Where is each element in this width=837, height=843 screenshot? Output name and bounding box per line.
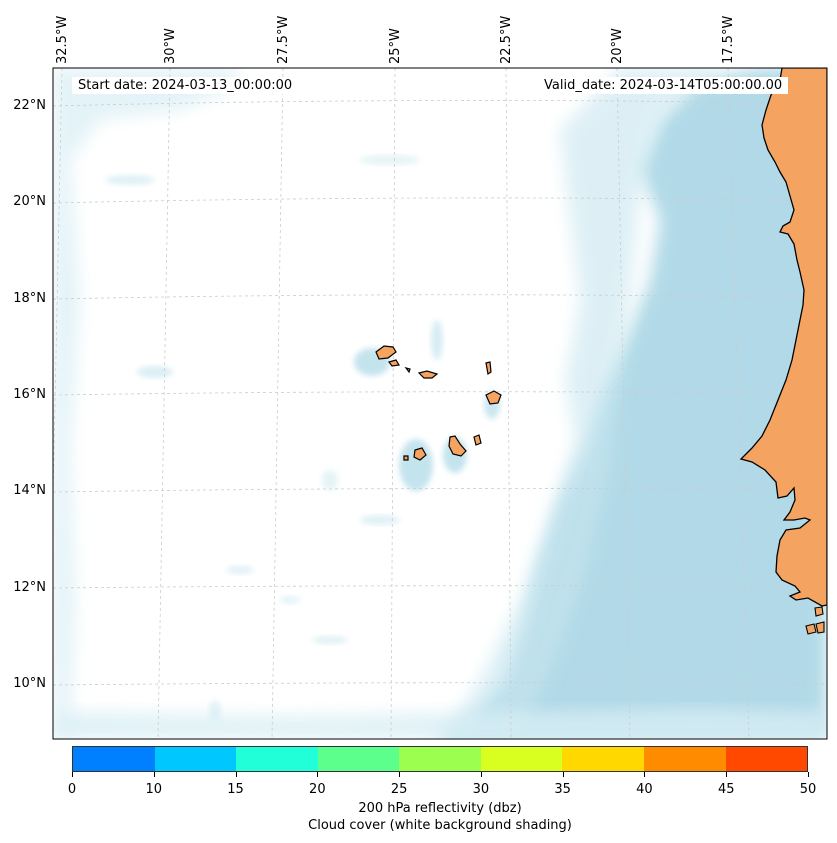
colorbar-tick-label: 15 [227, 782, 244, 797]
island-sao-vicente [387, 359, 400, 367]
island-boa-vista [485, 390, 502, 405]
colorbar-tick-mark [235, 772, 237, 777]
colorbar-tick-mark [726, 772, 728, 777]
colorbar-segment [236, 747, 318, 771]
gridlines [53, 68, 827, 739]
colorbar [72, 746, 808, 772]
colorbar-tick-label: 0 [67, 782, 77, 797]
island-santiago [448, 435, 467, 457]
colorbar-segment [73, 747, 155, 771]
cape-verde-islands [375, 345, 502, 461]
colorbar-tick-mark [317, 772, 319, 777]
lat-label-20n: 20°N [13, 194, 46, 209]
lon-label-25w: 25°W [388, 28, 403, 64]
africa-landmass [739, 68, 827, 607]
colorbar-tick-mark [399, 772, 401, 777]
colorbar-tick-mark [808, 772, 809, 777]
colorbar-tick-label: 45 [717, 782, 735, 797]
colorbar-tick-mark [480, 772, 482, 777]
colorbar-tick-mark [562, 772, 564, 777]
colorbar-label-reflectivity: 200 hPa reflectivity (dbz) [358, 801, 522, 816]
colorbar-tick-label: 30 [472, 782, 490, 797]
lat-label-18n: 18°N [13, 291, 46, 306]
colorbar-segment [480, 747, 563, 771]
island-santo-antao [375, 345, 397, 360]
island-bijagos-2 [805, 623, 817, 635]
colorbar-segment [562, 747, 644, 771]
colorbar-tick-label: 35 [554, 782, 571, 797]
map-frame [52, 67, 828, 740]
island-bijagos-3 [815, 621, 825, 634]
colorbar-segment [399, 747, 481, 771]
colorbar-tick-mark [153, 772, 155, 777]
colorbar-tick-mark [644, 772, 646, 777]
lon-label-30w: 30°W [163, 28, 178, 64]
colorbar-tick-label: 50 [799, 782, 817, 797]
lon-label-22-5w: 22.5°W [499, 15, 514, 64]
colorbar-tick-label: 40 [636, 782, 653, 797]
colorbar-segment [317, 747, 400, 771]
island-fogo [413, 447, 427, 461]
colorbar-segment [725, 747, 808, 771]
lon-label-17-5w: 17.5°W [721, 15, 736, 64]
colorbar-label-cloud-cover: Cloud cover (white background shading) [308, 818, 572, 833]
colorbar-segment [643, 747, 726, 771]
lon-label-32-5w: 32.5°W [55, 15, 70, 64]
start-date-label: Start date: 2024-03-13_00:00:00 [72, 77, 299, 94]
island-maio [473, 434, 482, 446]
island-santa-luzia [404, 367, 411, 374]
lon-label-27-5w: 27.5°W [276, 15, 291, 64]
lat-label-16n: 16°N [13, 387, 46, 402]
colorbar-tick-label: 20 [309, 782, 326, 797]
lon-label-20w: 20°W [610, 28, 625, 64]
colorbar-tick-label: 25 [390, 782, 408, 797]
valid-date-label: Valid_date: 2024-03-14T05:00:00.00 [538, 77, 789, 94]
lat-label-14n: 14°N [13, 483, 46, 498]
island-bijagos-1 [814, 606, 824, 617]
colorbar-segment [154, 747, 237, 771]
lat-label-22n: 22°N [13, 98, 46, 113]
island-sal [485, 361, 492, 376]
lat-label-12n: 12°N [13, 580, 46, 595]
island-sao-nicolau [417, 370, 439, 379]
colorbar-tick-label: 10 [145, 782, 163, 797]
lat-label-10n: 10°N [13, 676, 46, 691]
colorbar-tick-mark [72, 772, 73, 777]
island-brava [403, 455, 409, 461]
